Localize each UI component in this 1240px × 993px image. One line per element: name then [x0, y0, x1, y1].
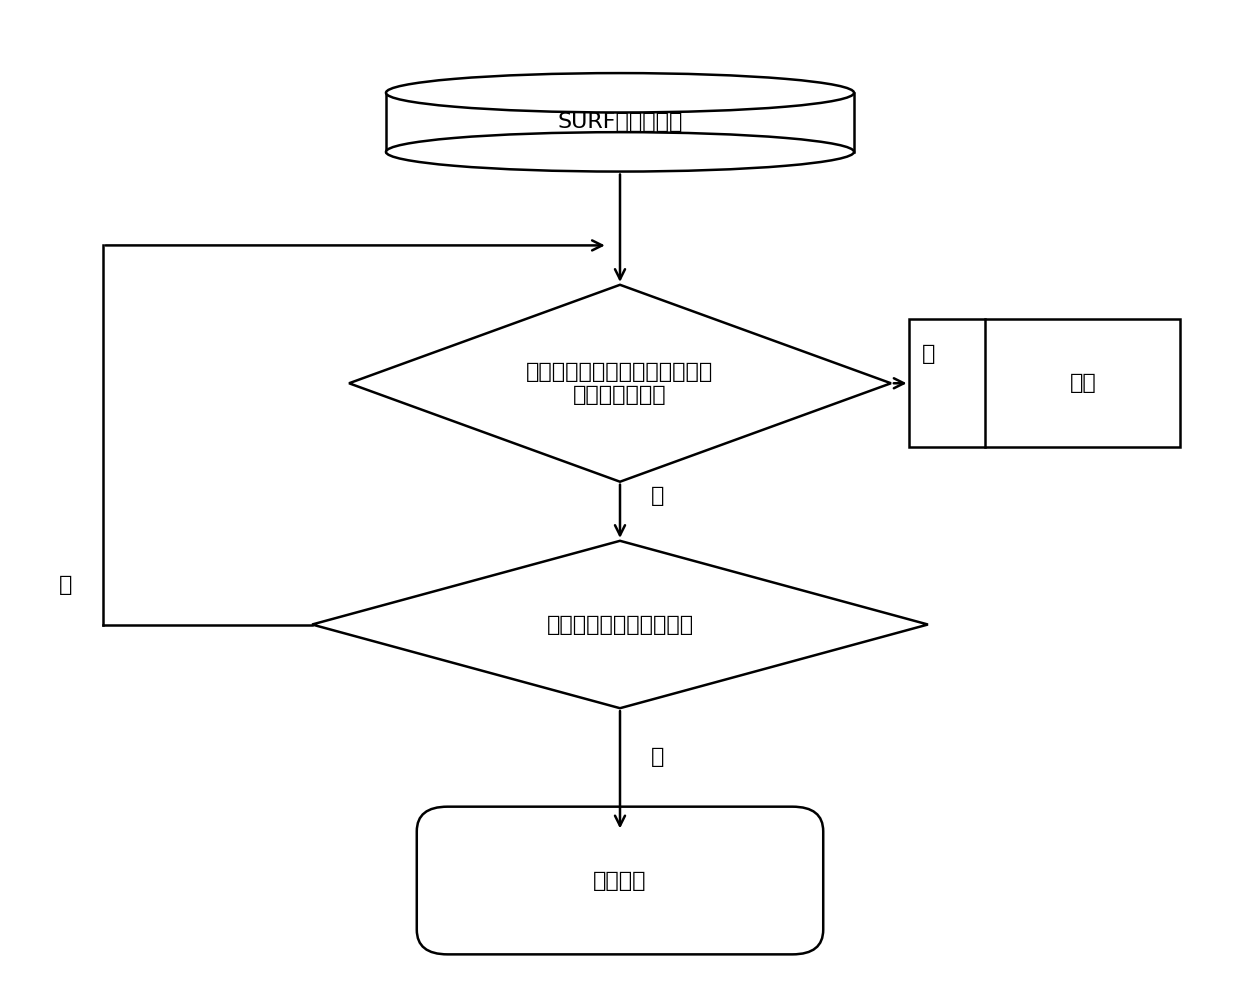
- Text: 计算左右图像对应匹配点对距离
距离差和角度差: 计算左右图像对应匹配点对距离 距离差和角度差: [526, 361, 714, 405]
- FancyBboxPatch shape: [417, 806, 823, 954]
- Text: 对应匹配点是否筛选三次: 对应匹配点是否筛选三次: [547, 615, 693, 635]
- Text: 否: 否: [58, 575, 72, 595]
- Polygon shape: [348, 285, 892, 482]
- Text: 否: 否: [921, 344, 935, 363]
- Polygon shape: [312, 541, 928, 708]
- Text: 删除: 删除: [1069, 373, 1096, 393]
- Text: SURF获得兴趣点: SURF获得兴趣点: [557, 112, 683, 132]
- Text: 是: 是: [651, 748, 665, 768]
- Text: 匹配成功: 匹配成功: [593, 871, 647, 891]
- FancyBboxPatch shape: [386, 92, 854, 152]
- FancyBboxPatch shape: [909, 320, 1180, 447]
- Ellipse shape: [386, 132, 854, 172]
- Text: 是: 是: [651, 487, 665, 506]
- Ellipse shape: [386, 73, 854, 112]
